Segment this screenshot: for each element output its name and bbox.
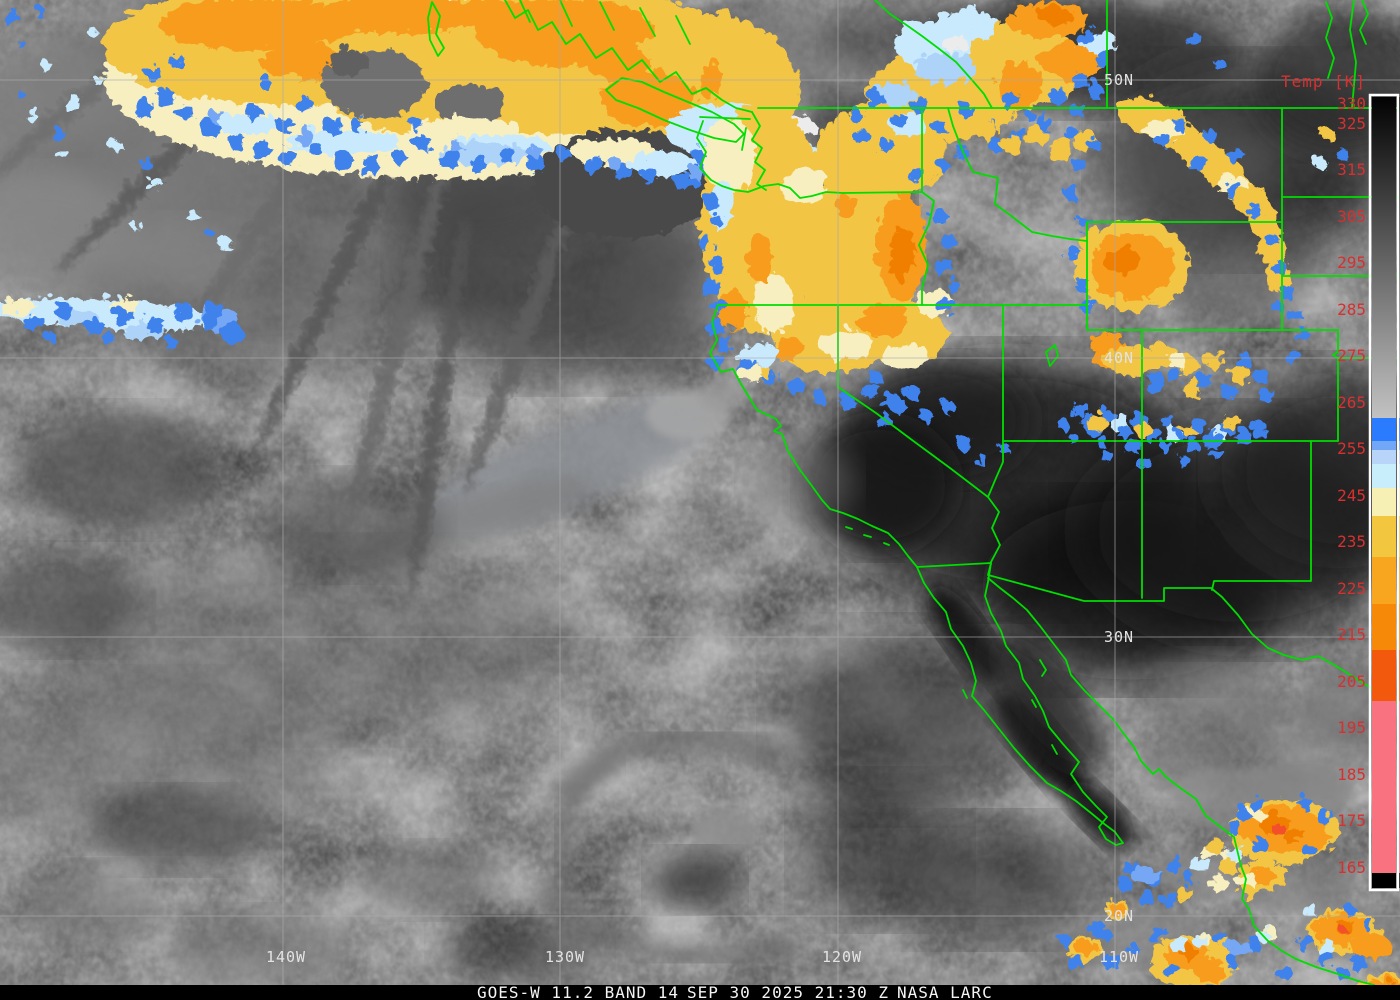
bc-inlets bbox=[519, 0, 691, 45]
lat-label-30n: 30N bbox=[1104, 628, 1134, 646]
mexico-mainland-coast bbox=[987, 577, 1375, 986]
temp-tick: 330 bbox=[1337, 94, 1366, 113]
channel-islands bbox=[845, 526, 890, 546]
puget-sound bbox=[741, 111, 767, 191]
temp-tick: 175 bbox=[1337, 811, 1366, 830]
temperature-colorbar: Temp [K] 330 325 315 305 295 285 275 265… bbox=[1281, 72, 1400, 892]
colorbar-frame bbox=[1368, 93, 1400, 892]
id-mt-border bbox=[947, 107, 1088, 242]
caption-datetime: SEP 30 2025 21:30 Z bbox=[687, 983, 889, 1000]
ca-nv-border bbox=[837, 304, 1001, 563]
colorbar-scale bbox=[1372, 97, 1396, 888]
lon-label-140w: 140W bbox=[266, 948, 306, 966]
temp-tick: 165 bbox=[1337, 858, 1366, 877]
wa-or-border bbox=[721, 183, 923, 199]
temp-tick: 305 bbox=[1337, 207, 1366, 226]
caption-bar: GOES-W 11.2 BAND 14 SEP 30 2025 21:30 Z … bbox=[0, 983, 1400, 1000]
sk-mb-border bbox=[1349, 0, 1357, 109]
lon-label-110w: 110W bbox=[1099, 948, 1139, 966]
baja-peninsula bbox=[916, 562, 1124, 846]
colorbar-title: Temp [K] bbox=[1281, 72, 1366, 91]
manitoba-lakes bbox=[1325, 0, 1369, 79]
temp-tick: 275 bbox=[1337, 346, 1366, 365]
grid-labels: 50N 40N 30N 20N 140W 130W 120W 110W bbox=[266, 71, 1139, 966]
temp-tick: 235 bbox=[1337, 532, 1366, 551]
olympic-coast bbox=[696, 120, 723, 187]
lat-label-50n: 50N bbox=[1104, 71, 1134, 89]
california-coast bbox=[709, 304, 918, 568]
temp-tick: 295 bbox=[1337, 253, 1366, 272]
temp-tick: 315 bbox=[1337, 160, 1366, 179]
temp-tick: 325 bbox=[1337, 114, 1366, 133]
or-id-border bbox=[918, 191, 935, 306]
bc-coastline bbox=[504, 0, 753, 113]
caption-product: GOES-W 11.2 BAND 14 bbox=[477, 983, 679, 1000]
temp-tick: 245 bbox=[1337, 486, 1366, 505]
caption-credit: NASA LARC bbox=[897, 983, 993, 1000]
temp-tick: 185 bbox=[1337, 765, 1366, 784]
lon-label-120w: 120W bbox=[822, 948, 862, 966]
map-boundaries bbox=[427, 0, 1400, 986]
temp-tick: 285 bbox=[1337, 300, 1366, 319]
haida-gwaii bbox=[427, 1, 445, 57]
nm-tx-border bbox=[1211, 440, 1312, 591]
temp-tick: 265 bbox=[1337, 393, 1366, 412]
temp-tick: 205 bbox=[1337, 672, 1366, 691]
az-nv-border bbox=[987, 440, 1004, 498]
temp-tick: 215 bbox=[1337, 625, 1366, 644]
colorbar-ticks: 330 325 315 305 295 285 275 265 255 245 … bbox=[1337, 94, 1366, 877]
lat-label-20n: 20N bbox=[1104, 907, 1134, 925]
lat-label-40n: 40N bbox=[1104, 349, 1134, 367]
lon-label-130w: 130W bbox=[545, 948, 585, 966]
temp-tick: 255 bbox=[1337, 439, 1366, 458]
bc-ab-border bbox=[874, 0, 993, 109]
juan-de-fuca bbox=[699, 116, 751, 120]
us-mexico-border bbox=[916, 562, 1400, 705]
temp-tick: 225 bbox=[1337, 579, 1366, 598]
temp-tick: 195 bbox=[1337, 718, 1366, 737]
gulf-islands bbox=[962, 659, 1058, 755]
great-salt-lake bbox=[1045, 344, 1059, 367]
